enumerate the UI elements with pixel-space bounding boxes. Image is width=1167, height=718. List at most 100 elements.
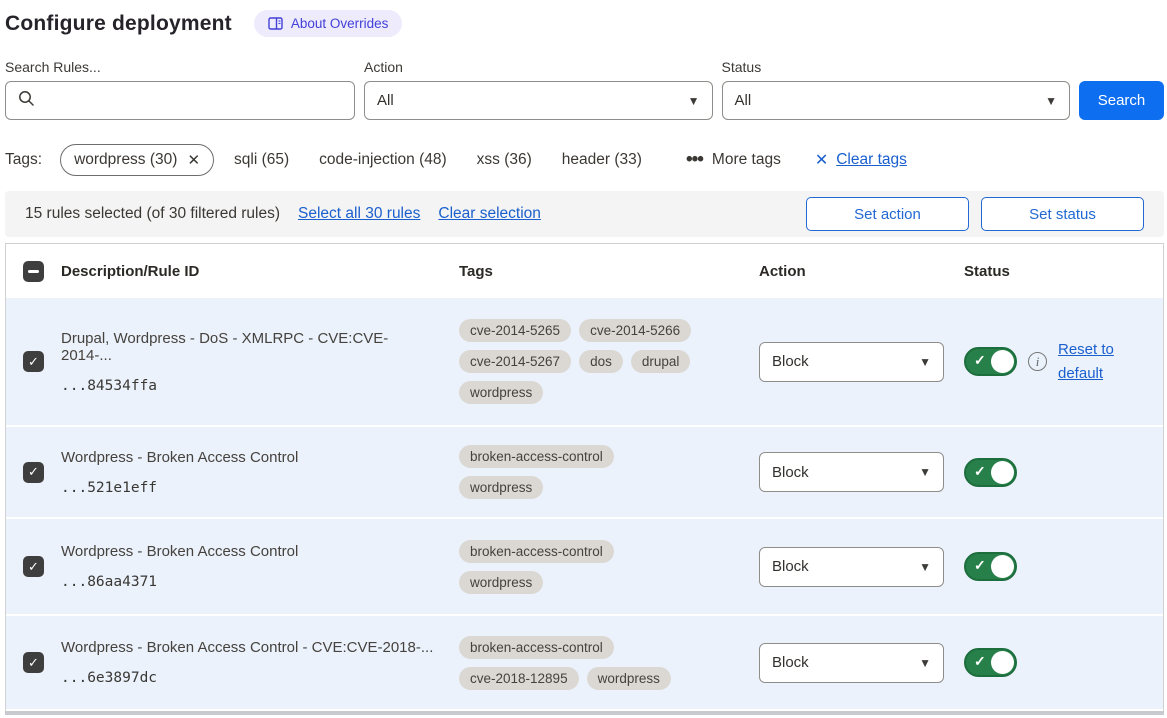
info-icon[interactable]: i xyxy=(1028,352,1047,371)
rule-action-cell: Block ▼ xyxy=(759,642,964,683)
action-filter-label: Action xyxy=(364,59,403,75)
selection-bar: 15 rules selected (of 30 filtered rules)… xyxy=(5,191,1164,237)
rule-id: ...521e1eff xyxy=(61,479,158,496)
tag-chip: cve-2018-12895 xyxy=(459,666,579,690)
selected-tag-label: wordpress (30) xyxy=(74,151,178,168)
header-status: Status xyxy=(964,262,1010,280)
status-toggle[interactable]: ✓ xyxy=(964,552,1017,581)
search-button[interactable]: Search xyxy=(1079,81,1164,120)
action-value: Block xyxy=(772,463,809,481)
toggle-knob xyxy=(991,350,1014,373)
selection-summary: 15 rules selected (of 30 filtered rules) xyxy=(25,205,281,222)
action-select[interactable]: Block ▼ xyxy=(759,546,944,587)
status-filter: Status All ▼ xyxy=(721,59,1070,120)
rule-action-cell: Block ▼ xyxy=(759,546,964,587)
indeterminate-icon xyxy=(28,269,39,273)
toggle-knob xyxy=(991,651,1014,674)
title-row: Configure deployment About Overrides xyxy=(5,10,1164,37)
page-title: Configure deployment xyxy=(5,11,232,35)
remove-tag-icon[interactable]: ✕ xyxy=(187,152,201,169)
action-filter-select[interactable]: All ▼ xyxy=(364,81,713,120)
rule-status-cell: ✓ i Reset to default xyxy=(964,338,1163,385)
table-header-row: Description/Rule ID Tags Action Status xyxy=(6,244,1163,298)
tag-filter-header[interactable]: header (33) xyxy=(561,151,642,168)
clear-selection-link[interactable]: Clear selection xyxy=(438,205,541,222)
action-select[interactable]: Block ▼ xyxy=(759,642,944,683)
action-select[interactable]: Block ▼ xyxy=(759,341,944,382)
tag-filter-xss[interactable]: xss (36) xyxy=(476,151,532,168)
rule-description: Wordpress - Broken Access Control - CVE:… xyxy=(61,639,434,656)
set-status-button[interactable]: Set status xyxy=(981,197,1144,231)
tag-filter-sqli[interactable]: sqli (65) xyxy=(234,151,290,168)
status-filter-value: All xyxy=(734,92,752,109)
check-icon: ✓ xyxy=(974,352,986,368)
action-value: Block xyxy=(772,558,809,575)
next-row-divider xyxy=(5,711,1164,715)
row-checkbox[interactable]: ✓ xyxy=(23,556,44,577)
rules-table: Description/Rule ID Tags Action Status ✓… xyxy=(5,243,1164,711)
selected-tag-wordpress[interactable]: wordpress (30) ✕ xyxy=(60,144,215,176)
check-icon: ✓ xyxy=(974,462,986,479)
tag-filter-code-injection[interactable]: code-injection (48) xyxy=(319,151,447,168)
check-icon: ✓ xyxy=(28,558,39,574)
status-filter-label: Status xyxy=(721,59,762,75)
toggle-knob xyxy=(991,555,1014,578)
header-tags: Tags xyxy=(459,262,493,280)
table-row: ✓ Wordpress - Broken Access Control ...8… xyxy=(6,519,1163,616)
clear-tags-label: Clear tags xyxy=(836,151,907,168)
bulk-actions: Set action Set status xyxy=(806,197,1144,231)
clear-tags-button[interactable]: ✕ Clear tags xyxy=(815,150,907,170)
filters-row: Search Rules... Action All ▼ Status All … xyxy=(5,59,1164,120)
rule-id: ...84534ffa xyxy=(61,377,158,394)
chevron-down-icon: ▼ xyxy=(919,655,931,670)
select-all-checkbox[interactable] xyxy=(23,260,44,282)
reset-to-default-link[interactable]: Reset to default xyxy=(1058,341,1114,382)
tag-chip: wordpress xyxy=(459,381,544,404)
set-action-button[interactable]: Set action xyxy=(806,197,969,231)
search-filter: Search Rules... xyxy=(5,59,355,120)
about-overrides-label: About Overrides xyxy=(290,16,389,31)
rule-tags-cell: broken-access-control wordpress xyxy=(459,536,714,598)
tag-chip: wordpress xyxy=(459,570,544,594)
select-all-link[interactable]: Select all 30 rules xyxy=(298,205,421,222)
table-row: ✓ Wordpress - Broken Access Control - CV… xyxy=(6,616,1163,711)
check-icon: ✓ xyxy=(28,353,39,369)
header-action: Action xyxy=(759,262,806,280)
rule-description: Drupal, Wordpress - DoS - XMLRPC - CVE:C… xyxy=(61,329,389,364)
more-tags-label: More tags xyxy=(711,151,781,168)
action-filter: Action All ▼ xyxy=(364,59,713,120)
rule-id: ...86aa4371 xyxy=(61,574,158,590)
row-checkbox[interactable]: ✓ xyxy=(23,351,44,372)
chevron-down-icon: ▼ xyxy=(919,465,931,479)
row-checkbox[interactable]: ✓ xyxy=(23,652,44,673)
status-toggle[interactable]: ✓ xyxy=(964,347,1017,376)
more-tags-button[interactable]: ••• More tags xyxy=(685,149,781,170)
chevron-down-icon: ▼ xyxy=(1045,93,1057,108)
search-rules-label: Search Rules... xyxy=(5,59,101,75)
rule-id: ...6e3897dc xyxy=(61,670,158,686)
tag-chip: broken-access-control xyxy=(459,445,614,468)
header-checkbox-cell xyxy=(6,260,61,282)
check-icon: ✓ xyxy=(28,654,39,670)
status-toggle[interactable]: ✓ xyxy=(964,457,1017,487)
status-filter-select[interactable]: All ▼ xyxy=(721,81,1070,120)
tag-chip: wordpress xyxy=(586,666,671,690)
check-icon: ✓ xyxy=(974,557,986,573)
action-select[interactable]: Block ▼ xyxy=(759,452,944,492)
action-value: Block xyxy=(772,654,809,671)
chevron-down-icon: ▼ xyxy=(919,559,931,574)
search-rules-input[interactable] xyxy=(5,81,355,120)
rule-status-cell: ✓ xyxy=(964,552,1163,581)
status-toggle[interactable]: ✓ xyxy=(964,648,1017,677)
about-overrides-link[interactable]: About Overrides xyxy=(253,10,403,37)
rule-status-cell: ✓ xyxy=(964,648,1163,677)
tag-chip: broken-access-control xyxy=(459,539,614,563)
rule-tags-cell: broken-access-control wordpress xyxy=(459,441,714,503)
ellipsis-icon: ••• xyxy=(685,149,704,170)
row-checkbox[interactable]: ✓ xyxy=(23,461,44,483)
rule-description-cell: Wordpress - Broken Access Control ...521… xyxy=(61,449,459,496)
action-filter-value: All xyxy=(377,92,394,109)
tags-row: Tags: wordpress (30) ✕ sqli (65) code-in… xyxy=(5,144,1164,176)
check-icon: ✓ xyxy=(28,464,39,479)
